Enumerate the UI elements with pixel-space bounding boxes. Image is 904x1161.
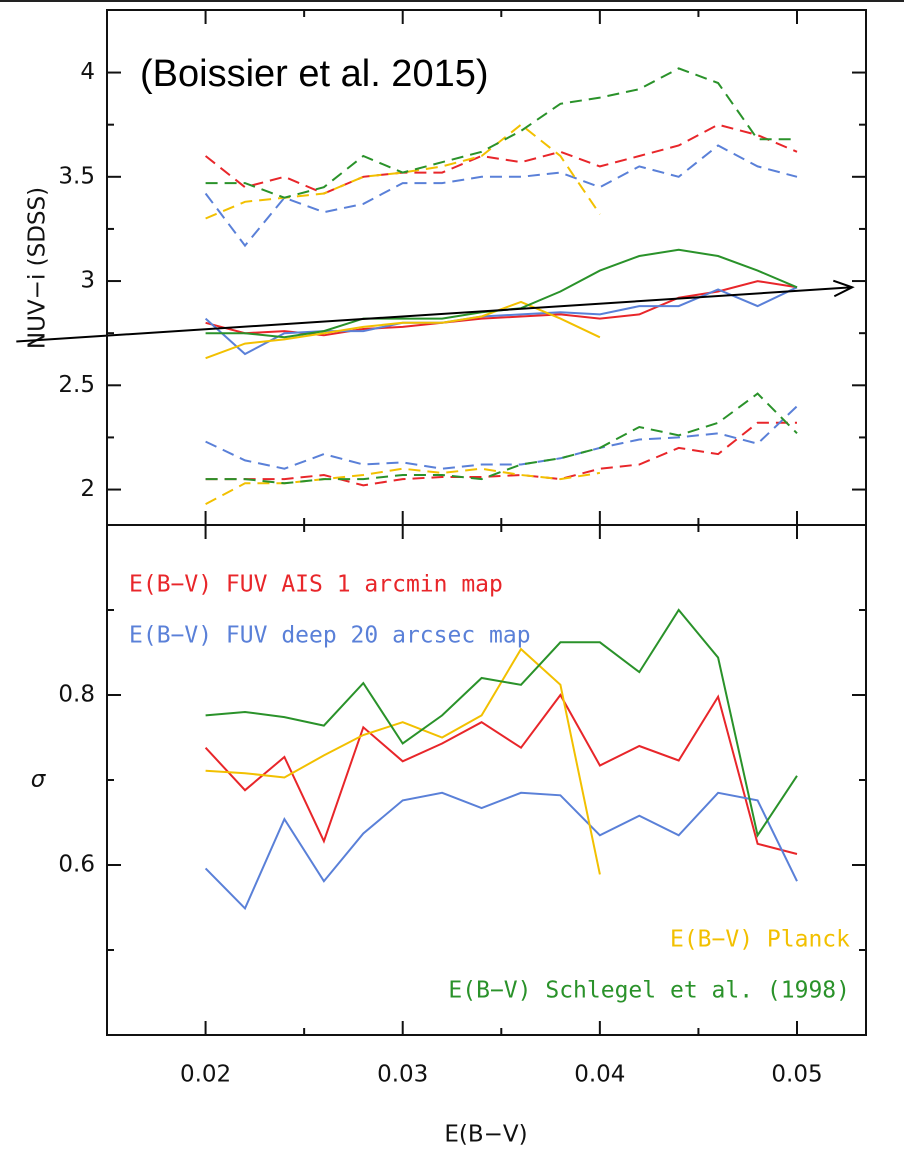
series-line bbox=[204, 791, 798, 911]
y-axis-label: NUV−i (SDSS) bbox=[25, 187, 51, 349]
series-line bbox=[205, 405, 798, 470]
series-line bbox=[205, 392, 798, 485]
annotation: (Boissier et al. 2015) bbox=[140, 53, 489, 95]
arrow-head bbox=[832, 279, 855, 298]
plot-frame bbox=[106, 524, 867, 1036]
legend-entry: E(B−V) FUV deep 20 arcsec map bbox=[129, 623, 531, 649]
y-tick-label: 2.5 bbox=[58, 372, 95, 398]
legend-entry: E(B−V) Planck bbox=[670, 927, 850, 953]
series-line bbox=[205, 608, 798, 838]
y-tick-label: 3 bbox=[80, 268, 95, 294]
y-axis-label: σ bbox=[31, 767, 47, 793]
y-tick-label: 2 bbox=[80, 476, 95, 502]
legend-entry: E(B−V) FUV AIS 1 arcmin map bbox=[129, 572, 503, 598]
series-line bbox=[205, 300, 601, 360]
series-line bbox=[205, 421, 797, 487]
series-line bbox=[204, 144, 798, 248]
x-tick-label: 0.04 bbox=[574, 1062, 625, 1088]
series-line bbox=[204, 123, 798, 195]
x-tick-label: 0.02 bbox=[180, 1062, 231, 1088]
series-line bbox=[205, 67, 797, 199]
arrow-line bbox=[16, 286, 853, 343]
x-tick-label: 0.03 bbox=[377, 1062, 428, 1088]
series-line bbox=[205, 123, 601, 220]
x-axis-label: E(B−V) bbox=[444, 1122, 527, 1148]
x-tick-label: 0.05 bbox=[771, 1062, 822, 1088]
y-tick-label: 4 bbox=[80, 59, 95, 85]
legend-entry: E(B−V) Schlegel et al. (1998) bbox=[448, 978, 850, 1004]
y-tick-label: 0.8 bbox=[58, 682, 95, 708]
y-tick-label: 3.5 bbox=[58, 163, 95, 189]
series-line bbox=[205, 647, 601, 875]
y-tick-label: 0.6 bbox=[58, 852, 95, 878]
series-line bbox=[204, 693, 798, 855]
